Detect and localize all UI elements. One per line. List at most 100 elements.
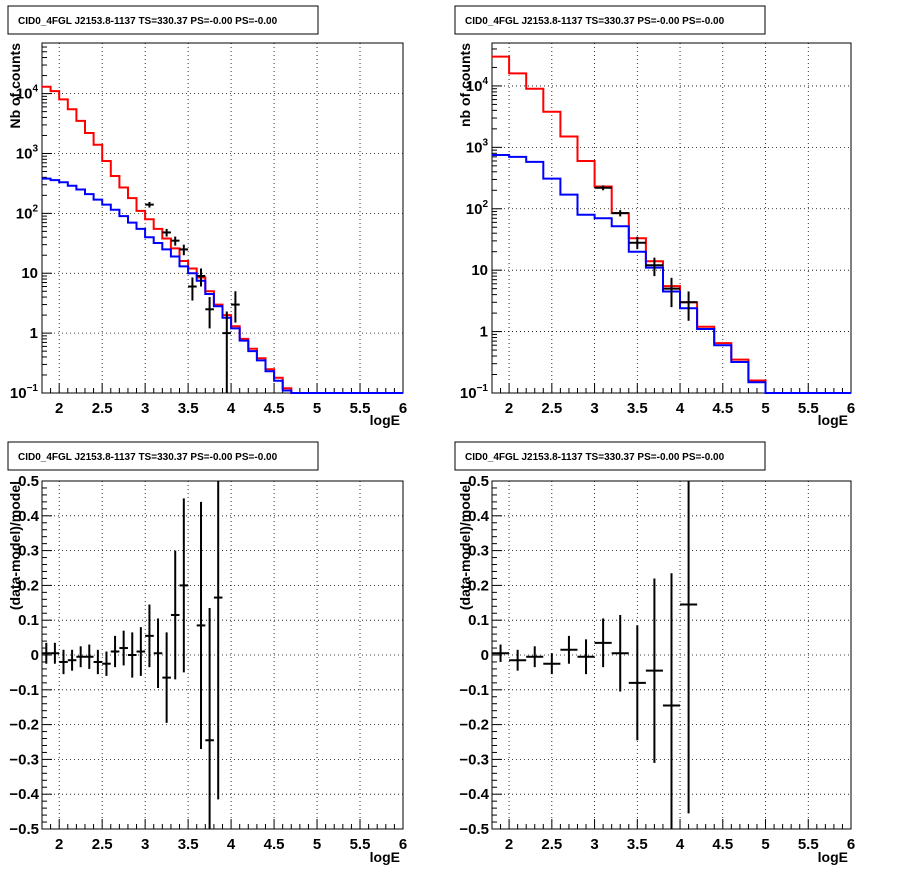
y-tick-base: 10 [21, 265, 38, 282]
residual-point [127, 632, 137, 678]
data-point [680, 291, 698, 321]
y-tick-label: 1 [480, 324, 488, 341]
residual-point [628, 625, 646, 741]
residual-point [42, 642, 51, 664]
y-tick-label: −0.2 [9, 717, 39, 734]
residual-point [119, 630, 128, 666]
chart-panel-2: 2 2.5 3 3.5 4 4.5 5 5.5 610−1110102103104CID0_4F… [454, 5, 855, 428]
y-tick-base: 10 [471, 262, 488, 279]
x-tick-label: 6 [399, 400, 407, 417]
x-tick-label: 6 [399, 836, 407, 853]
x-tick-label: 2.5 [541, 400, 562, 417]
x-tick-label: 3.5 [627, 836, 648, 853]
chart-title: CID0_4FGL J2153.8-1137 TS=330.37 PS=-0.0… [465, 16, 725, 27]
residual-point [50, 642, 60, 664]
y-tick-label: −0.1 [9, 682, 39, 699]
y-tick-label: 0.2 [468, 577, 489, 594]
y-tick-base: 10 [16, 205, 33, 222]
x-tick-label: 4.5 [264, 400, 285, 417]
y-axis-title: nb of counts [457, 43, 473, 127]
residual-point [67, 649, 77, 671]
residual-point [93, 649, 103, 675]
x-tick-label: 3 [141, 836, 149, 853]
residual-point [179, 498, 189, 673]
y-tick-label: 104 [16, 84, 39, 103]
data-point [170, 236, 180, 246]
title-box [7, 5, 319, 35]
y-tick-label: 10−1 [460, 383, 489, 402]
y-tick-label: −0.4 [9, 786, 39, 803]
x-tick-label: 3.5 [178, 836, 199, 853]
x-tick-label: 4 [227, 400, 236, 417]
residual-point [205, 608, 214, 829]
series-line-blue [42, 177, 403, 394]
chart-panel-4: 2 2.5 3 3.5 4 4.5 5 5.5 6 −0.5 −0.4 −0.3 −0.2 −0.1 0 0.… [454, 441, 855, 865]
x-tick-label: 5 [761, 400, 769, 417]
chart-panel-1: 2 2.5 3 3.5 4 4.5 5 5.5 610−1110102103104CID0_4F… [7, 5, 407, 428]
residual-point [136, 627, 146, 676]
x-tick-label: 5 [313, 400, 321, 417]
y-tick-label: 0.3 [468, 543, 489, 560]
y-tick-label: 10 [471, 262, 488, 279]
y-tick-label: 0.4 [18, 508, 40, 525]
y-tick-label: −0.3 [459, 751, 489, 768]
y-tick-base: 10 [466, 201, 483, 218]
y-tick-base: 10 [460, 385, 477, 402]
residual-point [560, 635, 578, 664]
y-tick-exponent: 4 [32, 84, 38, 95]
x-axis-title: logE [818, 412, 848, 428]
data-point [162, 228, 171, 237]
x-tick-label: 4.5 [712, 836, 733, 853]
data-point [188, 277, 197, 301]
x-tick-label: 4.5 [264, 836, 285, 853]
y-tick-exponent: 4 [482, 76, 488, 87]
x-tick-label: 5.5 [798, 400, 819, 417]
chart-title: CID0_4FGL J2153.8-1137 TS=330.37 PS=-0.0… [465, 452, 725, 463]
x-tick-label: 6 [847, 400, 855, 417]
residual-point [492, 644, 510, 662]
residual-point [213, 481, 223, 800]
y-tick-label: 0.3 [18, 543, 39, 560]
y-tick-exponent: −1 [477, 383, 489, 394]
data-point [611, 210, 629, 217]
residual-point [59, 649, 68, 675]
x-tick-label: 2.5 [541, 836, 562, 853]
y-tick-base: 1 [30, 325, 38, 342]
plot-frame [41, 42, 404, 394]
y-axis: −0.5 −0.4 −0.3 −0.2 −0.1 0 0.1 0.2 0.3 0.4 0.5 [459, 473, 851, 838]
y-tick-base: 10 [10, 385, 27, 402]
y-tick-label: 10−1 [10, 383, 39, 402]
x-axis-title: logE [818, 849, 848, 865]
residual-point [102, 651, 111, 676]
y-tick-label: −0.4 [459, 786, 489, 803]
x-tick-label: 3 [590, 400, 598, 417]
x-tick-label: 5.5 [798, 836, 819, 853]
y-tick-label: 0.2 [18, 577, 39, 594]
data-point [594, 185, 612, 191]
x-tick-label: 4 [676, 400, 685, 417]
x-tick-label: 2 [55, 836, 63, 853]
residual-point [145, 604, 154, 668]
x-axis: 2 2.5 3 3.5 4 4.5 5 5.5 6 [491, 481, 855, 853]
y-tick-base: 1 [480, 324, 488, 341]
data-point [145, 201, 154, 208]
x-tick-label: 3.5 [178, 400, 199, 417]
plot-frame [491, 42, 852, 394]
y-tick-label: −0.1 [459, 682, 489, 699]
x-tick-label: 5 [761, 836, 769, 853]
residual-point [526, 646, 544, 668]
x-axis: 2 2.5 3 3.5 4 4.5 5 5.5 6 [41, 43, 407, 417]
x-tick-label: 5.5 [350, 400, 371, 417]
x-tick-label: 2 [505, 400, 513, 417]
residual-point [680, 481, 698, 814]
y-tick-label: 0.1 [468, 612, 489, 629]
x-tick-label: 3 [590, 836, 598, 853]
residual-point [162, 632, 171, 723]
y-tick-base: 10 [16, 145, 33, 162]
x-tick-label: 4.5 [712, 400, 733, 417]
y-tick-label: 103 [16, 143, 39, 162]
data-point [628, 236, 646, 250]
x-tick-label: 4 [676, 836, 685, 853]
